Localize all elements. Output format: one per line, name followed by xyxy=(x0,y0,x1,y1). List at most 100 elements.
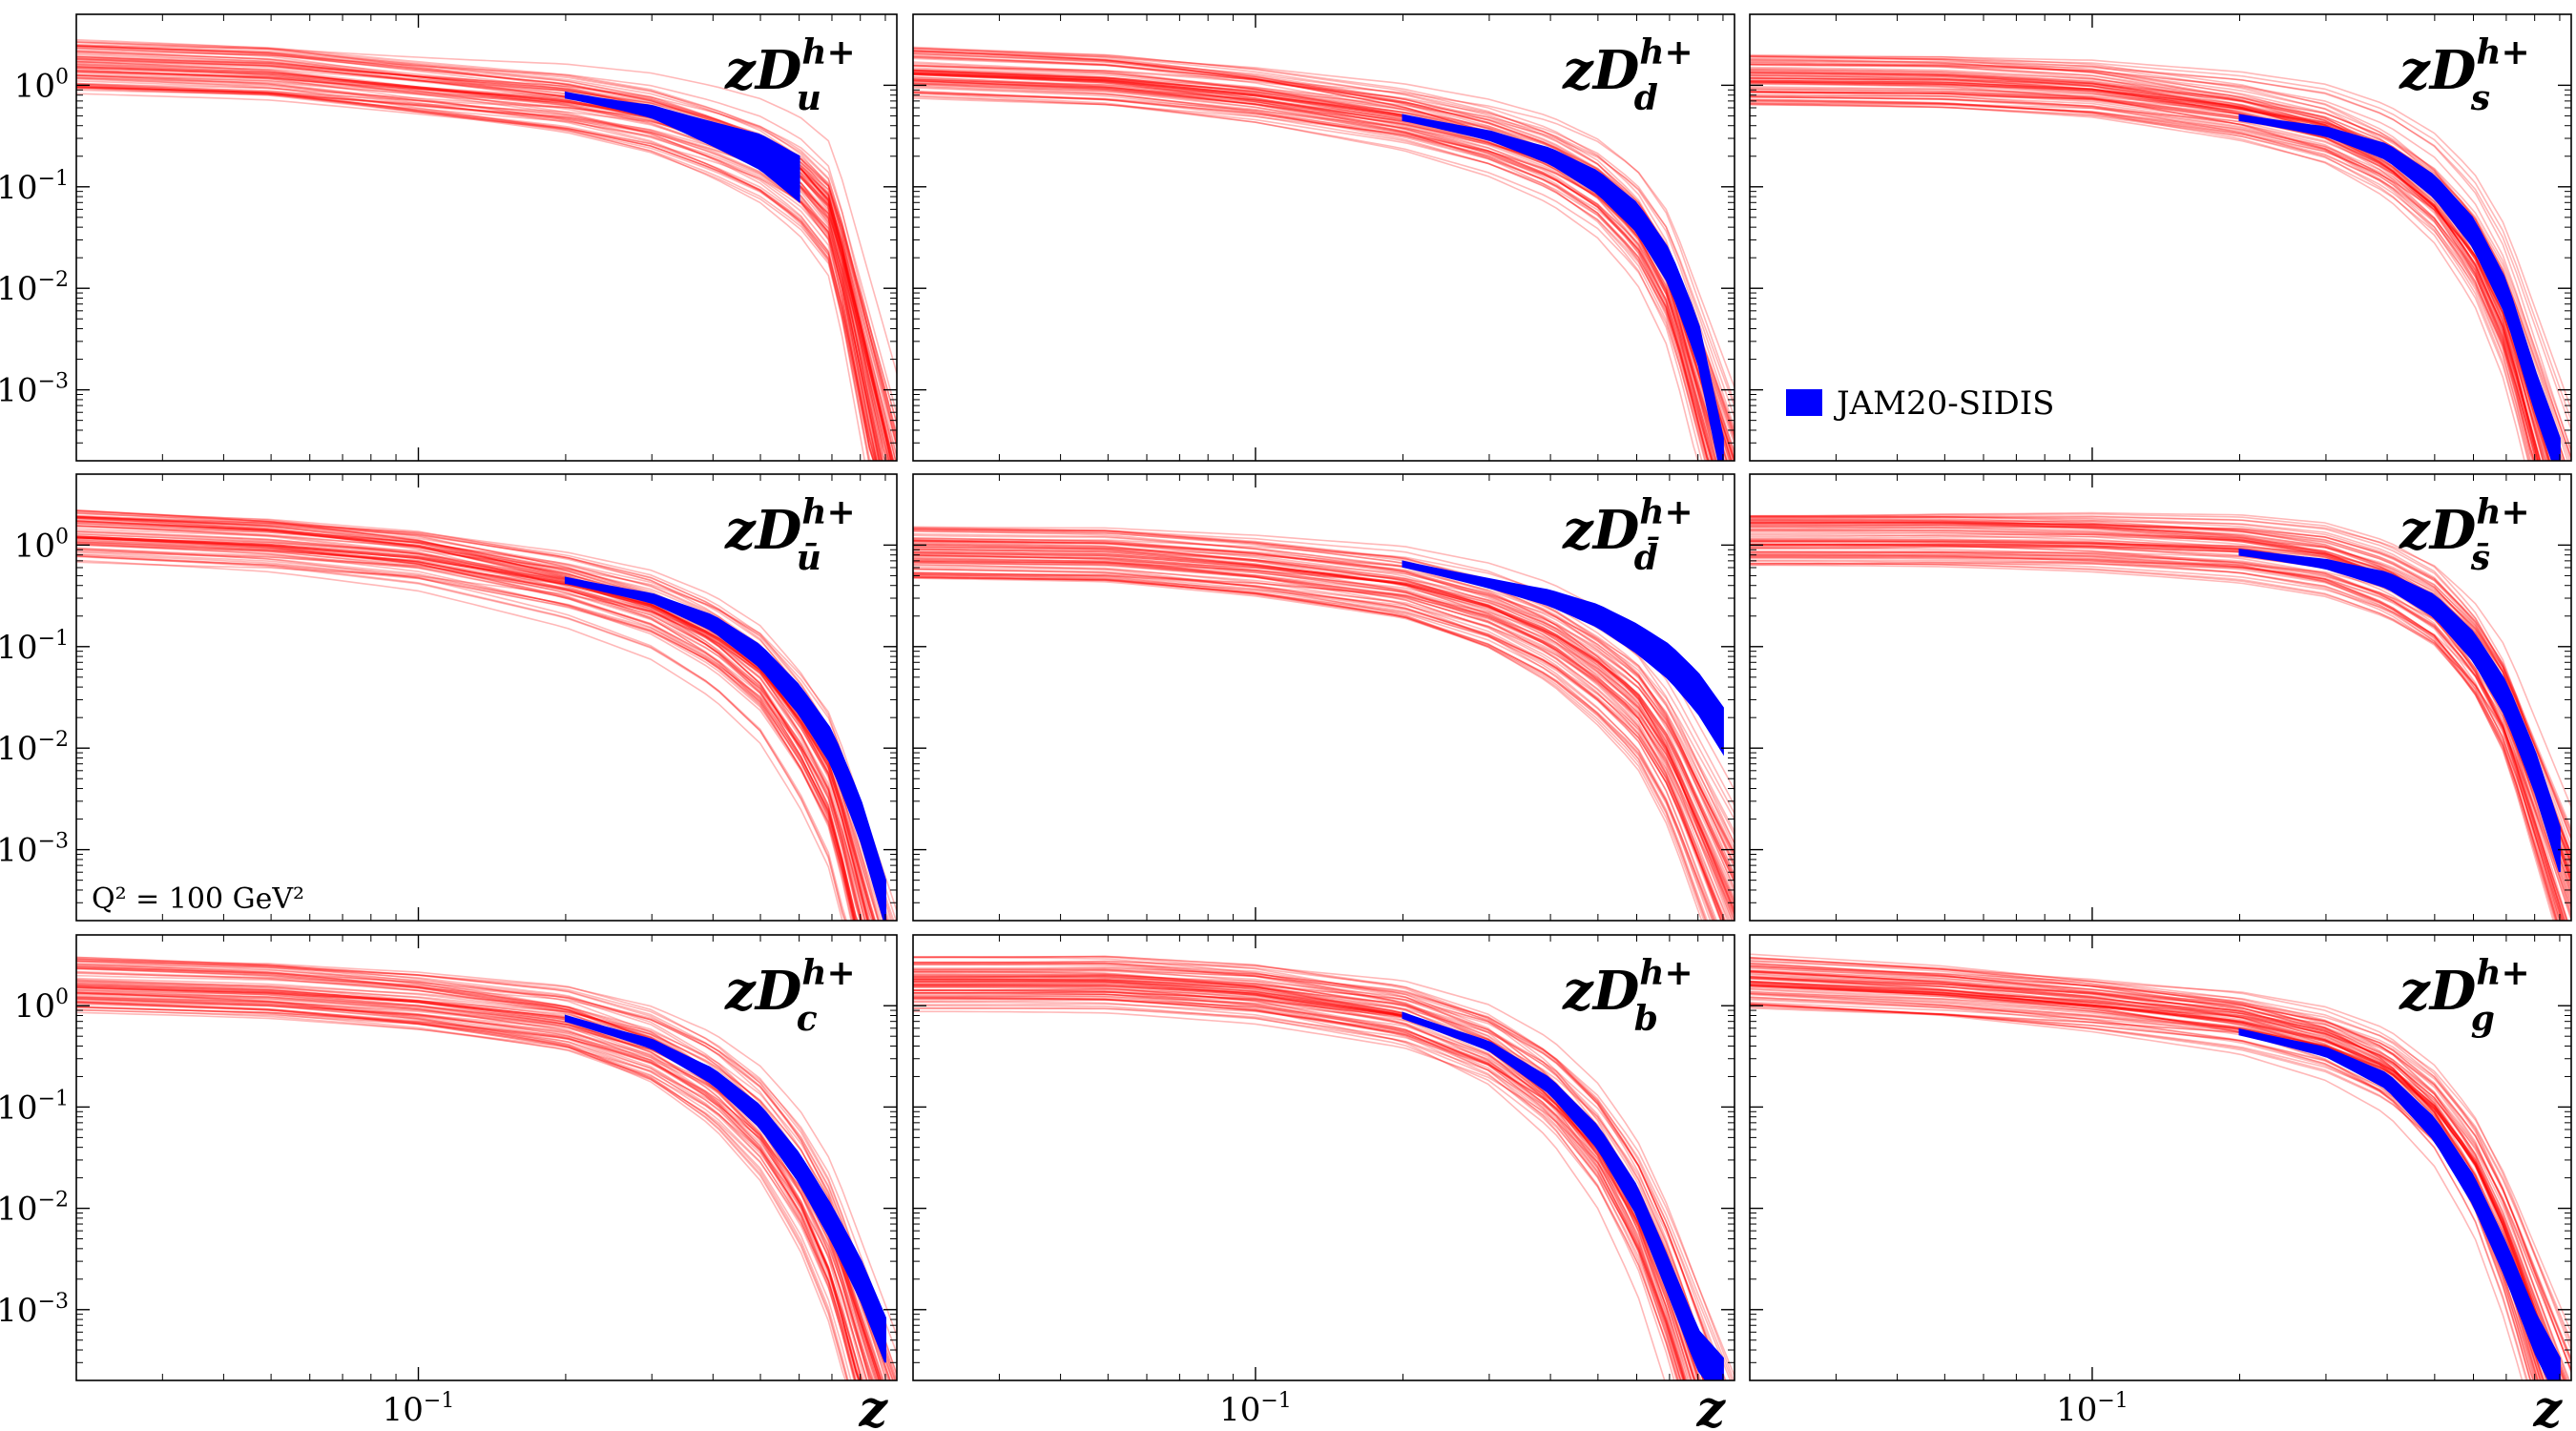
replica-curve xyxy=(76,554,846,921)
replica-curve xyxy=(76,73,890,461)
replica-curve xyxy=(1750,563,2571,898)
replica-curve xyxy=(76,74,872,461)
x-tick-label: 10−1 xyxy=(1219,1389,1292,1429)
replica-curve xyxy=(76,961,861,1380)
legend-swatch xyxy=(1786,389,1822,416)
replica-curve xyxy=(913,529,1735,833)
replica-curve xyxy=(76,517,881,921)
panel-label-sub: s xyxy=(2470,78,2490,118)
replica-curve xyxy=(1750,550,2566,921)
replica-curve xyxy=(913,539,1735,915)
replica-curve xyxy=(1750,81,2542,461)
y-tick-exponent: −1 xyxy=(38,1087,69,1110)
replica-curve xyxy=(913,83,1713,461)
replica-curve xyxy=(913,975,1680,1380)
replica-curve xyxy=(913,561,1722,921)
replica-curve xyxy=(913,69,1720,461)
replica-curve xyxy=(1750,975,2544,1380)
replica-curve xyxy=(1750,60,2566,461)
replica-curve xyxy=(913,573,1726,921)
replica-curve xyxy=(1750,973,2531,1380)
panel-label-sub: ū xyxy=(797,538,821,578)
replica-curve xyxy=(1750,969,2571,1364)
replica-curve xyxy=(913,576,1735,902)
panel-label: zDh+ b xyxy=(1562,953,1693,1039)
replica-curve xyxy=(913,970,1699,1380)
jam20-band xyxy=(2238,1027,2561,1380)
replica-curve xyxy=(1750,103,2547,461)
replica-curve xyxy=(76,999,885,1380)
replica-curve xyxy=(1750,562,2566,921)
replica-curve xyxy=(1750,88,2545,461)
replica-curve xyxy=(913,51,1735,457)
replica-curve xyxy=(1750,981,2539,1380)
replica-curve xyxy=(913,991,1727,1380)
replica-curve xyxy=(1750,516,2571,854)
panel-frame xyxy=(912,473,1735,922)
replica-curve xyxy=(1750,996,2542,1380)
panel-label-sub: u xyxy=(797,78,821,118)
replica-curve xyxy=(1750,965,2571,1380)
replica-curve xyxy=(913,1010,1705,1380)
replica-curve xyxy=(1750,980,2555,1380)
replica-curve xyxy=(913,971,1693,1380)
replica-curve xyxy=(1750,958,2557,1380)
replica-curve xyxy=(1750,967,2571,1372)
replica-curve xyxy=(913,530,1735,849)
replica-curve xyxy=(76,60,875,461)
replica-curve xyxy=(1750,985,2571,1345)
replica-curve xyxy=(76,44,897,374)
replica-curve xyxy=(913,554,1735,916)
replica-curve xyxy=(1750,70,2534,461)
replica-curve xyxy=(76,960,891,1380)
replica-curve xyxy=(1750,100,2541,461)
replica-curve xyxy=(1750,992,2557,1380)
replica-curve xyxy=(1750,98,2561,461)
panel-frame xyxy=(75,473,898,922)
replica-curve xyxy=(1750,515,2571,892)
replica-curve xyxy=(1750,79,2564,461)
replica-curve xyxy=(76,964,897,1380)
replica-curve xyxy=(1750,560,2571,888)
replica-curve xyxy=(913,960,1735,1380)
replica-curve xyxy=(1750,91,2537,461)
x-tick-label: 10−1 xyxy=(383,1389,455,1429)
replica-curve xyxy=(1750,545,2571,882)
replica-curve xyxy=(913,571,1725,921)
replica-curve xyxy=(1750,559,2559,921)
replica-curve xyxy=(913,546,1732,921)
replica-curve xyxy=(76,80,889,461)
replica-central-curve xyxy=(1750,984,2563,1380)
replica-curve xyxy=(76,520,862,921)
replica-curve xyxy=(913,560,1735,876)
replica-curve xyxy=(76,956,861,1380)
replica-curve xyxy=(913,572,1735,889)
replica-curve xyxy=(76,536,853,921)
replica-curve xyxy=(913,79,1728,461)
y-tick-exponent: −2 xyxy=(38,268,69,292)
replica-curve xyxy=(913,72,1735,436)
replica-curve xyxy=(76,1000,849,1380)
plot-area xyxy=(913,46,1735,461)
replica-curve xyxy=(1750,80,2557,461)
replica-curve xyxy=(913,564,1703,921)
replica-curve xyxy=(76,991,877,1380)
replica-curve xyxy=(1750,976,2571,1342)
replica-curve xyxy=(1750,100,2557,461)
replica-curve xyxy=(76,986,863,1380)
replica-curve xyxy=(76,541,866,921)
replica-curve xyxy=(1750,981,2545,1380)
panel-label-main: zD xyxy=(724,499,802,562)
replica-curve xyxy=(76,44,897,446)
replica-curve xyxy=(1750,956,2545,1380)
replica-curve xyxy=(913,82,1714,461)
replica-curve xyxy=(76,83,875,461)
replica-curve xyxy=(76,512,888,921)
replica-curve xyxy=(1750,555,2556,921)
replica-curve xyxy=(913,57,1735,461)
x-tick-base: 10 xyxy=(1219,1391,1260,1429)
panel-frame xyxy=(912,13,1735,462)
replica-curve xyxy=(1750,519,2571,876)
